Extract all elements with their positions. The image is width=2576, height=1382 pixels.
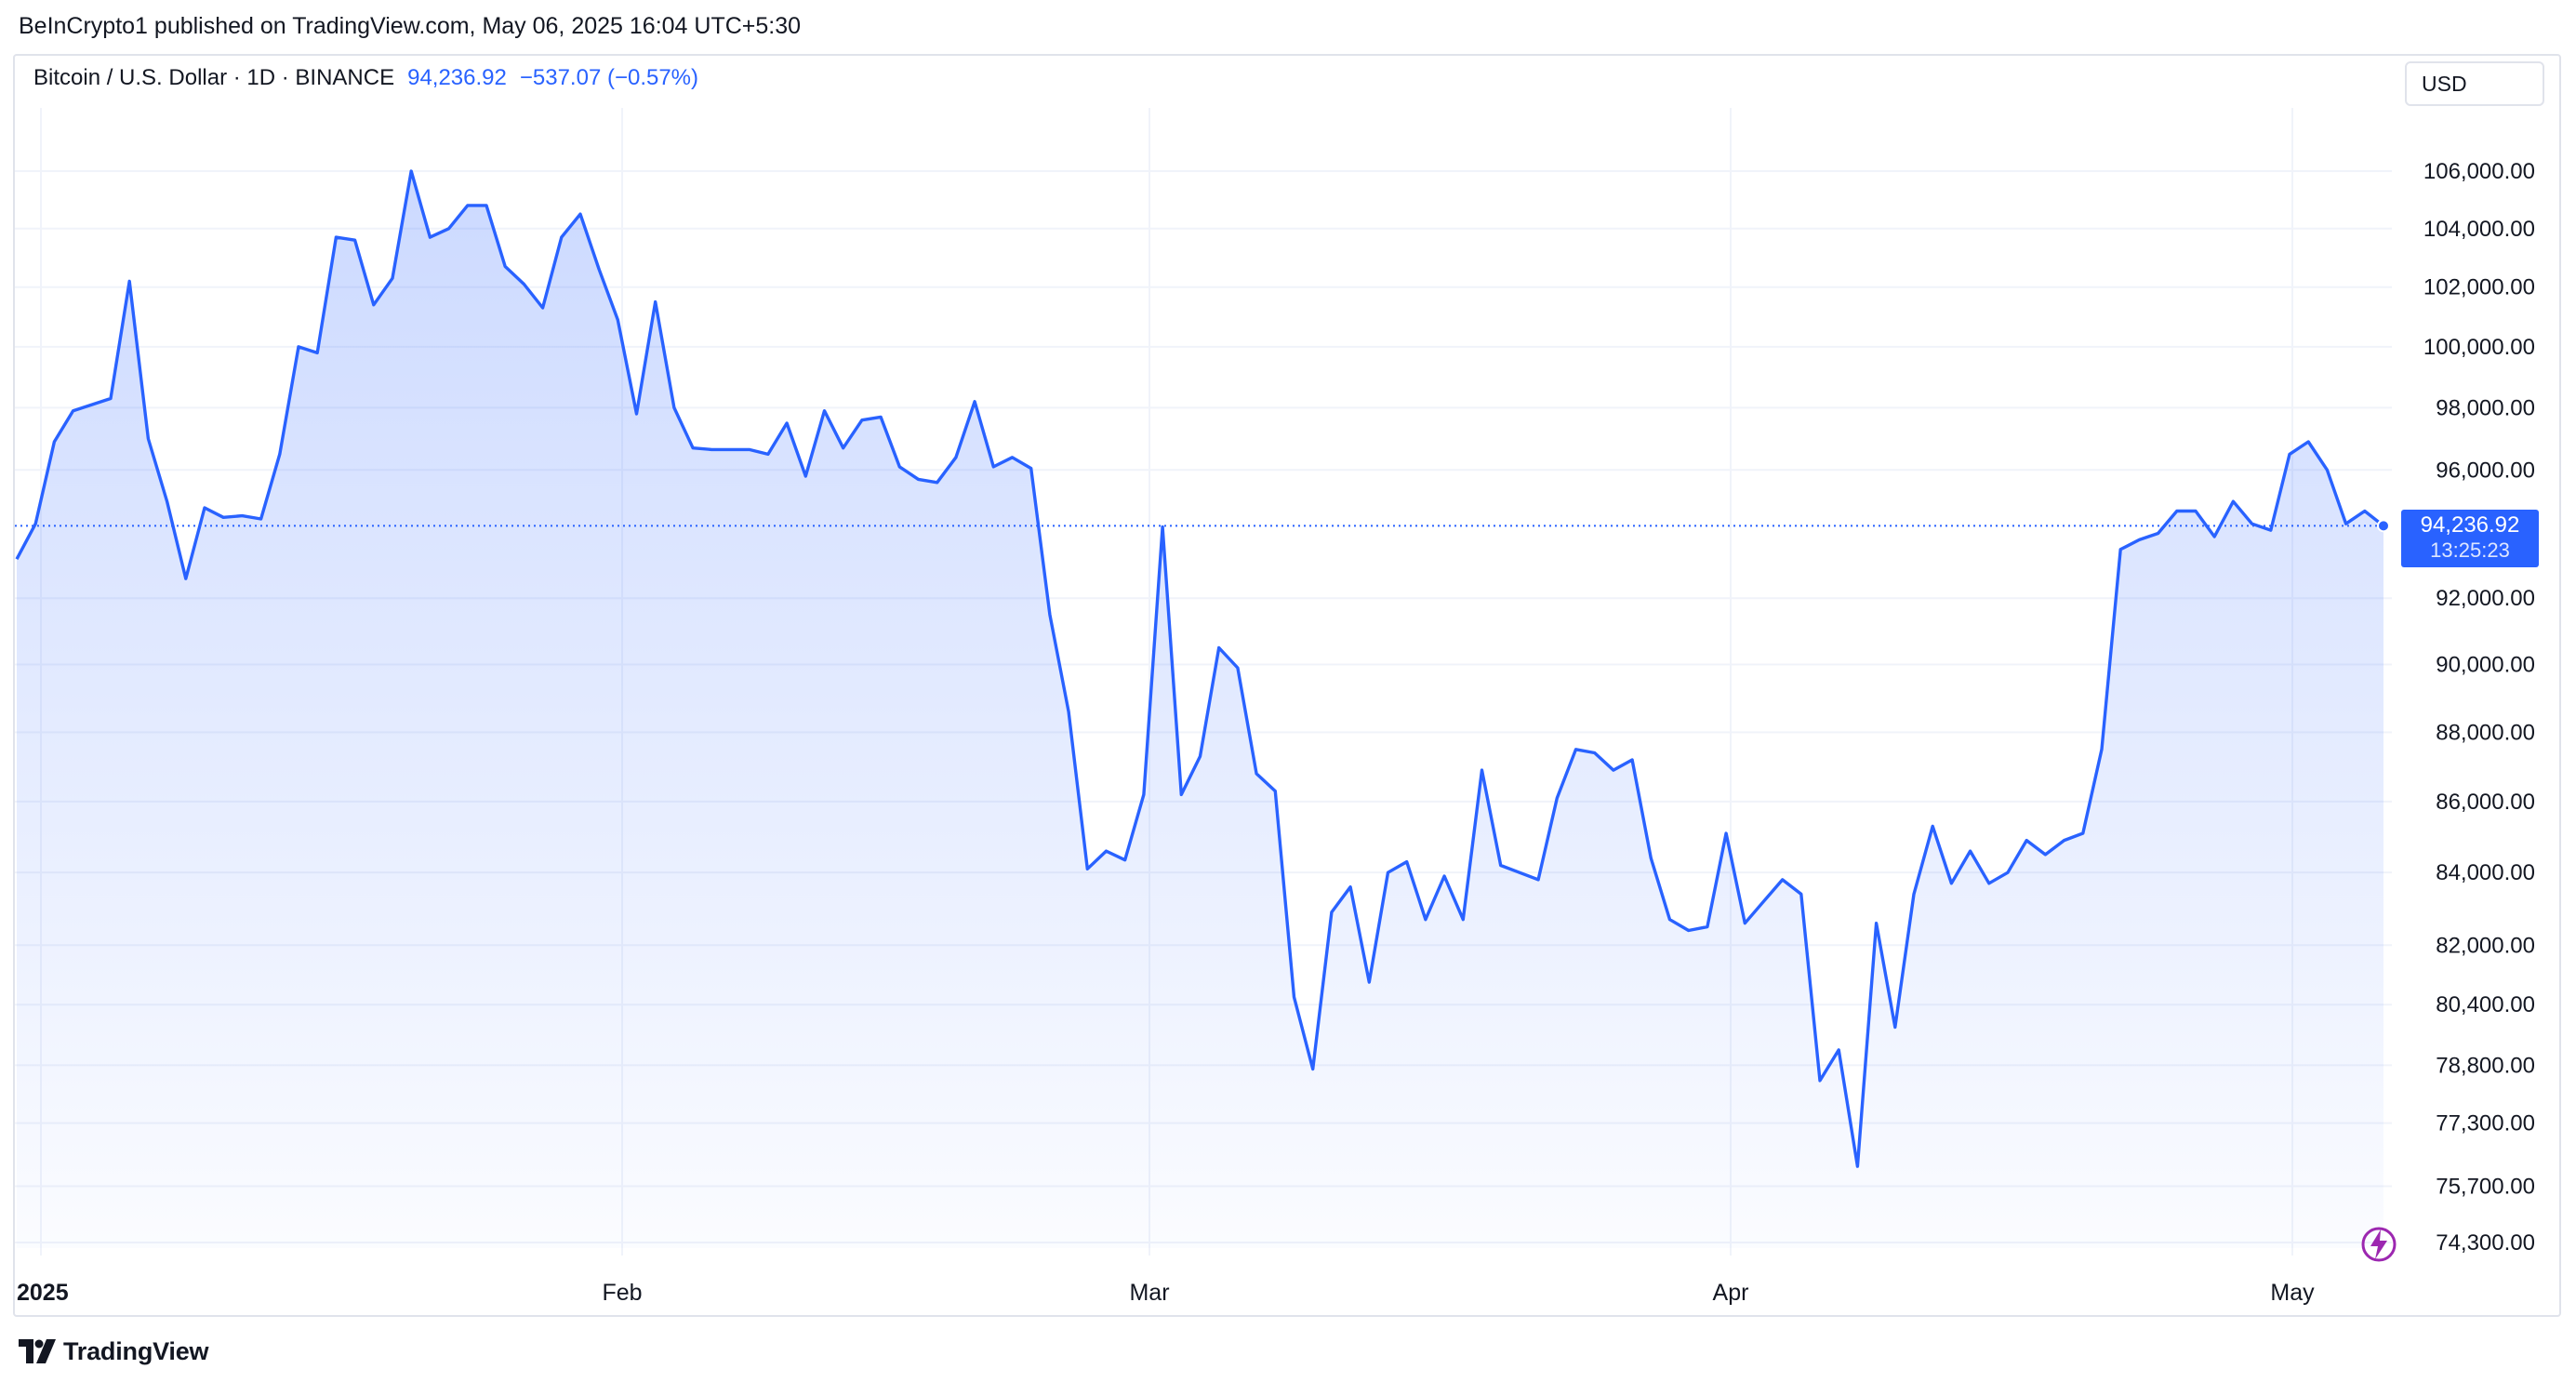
x-tick-label: Mar bbox=[1129, 1280, 1169, 1306]
legend-last-price: 94,236.92 bbox=[407, 65, 507, 90]
last-price-marker bbox=[2377, 519, 2390, 533]
x-axis-labels: 2025 Feb Mar Apr May bbox=[17, 1280, 2315, 1306]
brand-name: TradingView bbox=[63, 1336, 209, 1365]
y-tick-label: 98,000.00 bbox=[2436, 395, 2535, 420]
y-tick-label: 88,000.00 bbox=[2436, 720, 2535, 745]
y-tick-label: 86,000.00 bbox=[2436, 790, 2535, 815]
price-line bbox=[15, 169, 2385, 1168]
last-price-tag: 94,236.92 13:25:23 bbox=[2401, 510, 2539, 568]
y-axis-labels: 106,000.00 104,000.00 102,000.00 100,000.00… bbox=[2423, 159, 2535, 1256]
tradingview-logo-icon bbox=[19, 1339, 56, 1363]
y-tick-label: 104,000.00 bbox=[2423, 217, 2535, 242]
y-tick-label: 84,000.00 bbox=[2436, 860, 2535, 885]
y-tick-label: 92,000.00 bbox=[2436, 586, 2535, 611]
y-tick-label: 77,300.00 bbox=[2436, 1111, 2535, 1136]
y-tick-label: 96,000.00 bbox=[2436, 458, 2535, 483]
y-tick-label: 106,000.00 bbox=[2423, 159, 2535, 184]
last-price-value: 94,236.92 bbox=[2420, 512, 2520, 538]
y-tick-label: 78,800.00 bbox=[2436, 1053, 2535, 1078]
symbol-legend: Bitcoin / U.S. Dollar · 1D · BINANCE 94,2… bbox=[33, 65, 698, 91]
x-tick-label: 2025 bbox=[17, 1280, 69, 1306]
x-tick-label: Apr bbox=[1713, 1280, 1749, 1306]
area-layer bbox=[15, 169, 2392, 1248]
legend-change: −537.07 (−0.57%) bbox=[519, 65, 699, 90]
y-tick-label: 74,300.00 bbox=[2436, 1230, 2535, 1256]
currency-button[interactable]: USD bbox=[2405, 61, 2544, 106]
y-tick-label: 102,000.00 bbox=[2423, 275, 2535, 300]
x-tick-label: May bbox=[2270, 1280, 2315, 1306]
area-fill bbox=[17, 171, 2383, 1248]
y-tick-label: 80,400.00 bbox=[2436, 992, 2535, 1017]
published-line: BeInCrypto1 published on TradingView.com… bbox=[19, 13, 802, 39]
symbol-title[interactable]: Bitcoin / U.S. Dollar · 1D · BINANCE bbox=[33, 65, 395, 90]
chart-frame bbox=[13, 54, 2561, 1317]
tradingview-brand[interactable]: TradingView bbox=[19, 1335, 209, 1367]
y-tick-label: 75,700.00 bbox=[2436, 1174, 2535, 1199]
bar-countdown: 13:25:23 bbox=[2430, 538, 2510, 563]
y-tick-label: 90,000.00 bbox=[2436, 652, 2535, 677]
lightning-bolt-icon[interactable] bbox=[2358, 1224, 2399, 1265]
y-tick-label: 100,000.00 bbox=[2423, 335, 2535, 360]
x-tick-label: Feb bbox=[602, 1280, 642, 1306]
y-tick-label: 82,000.00 bbox=[2436, 933, 2535, 958]
